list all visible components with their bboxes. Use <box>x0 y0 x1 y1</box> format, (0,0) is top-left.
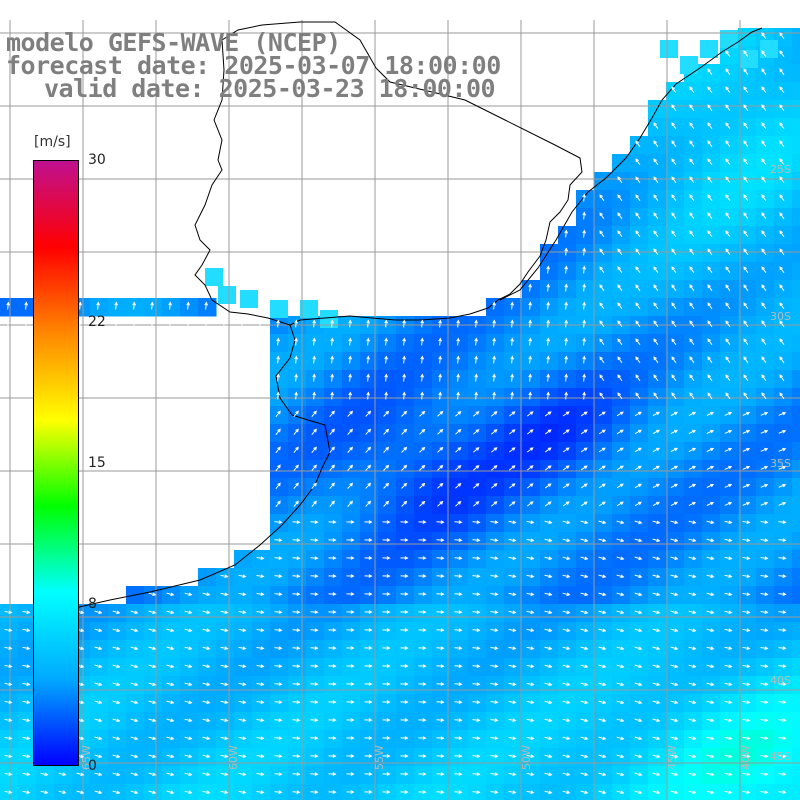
coastline <box>39 21 763 621</box>
colorbar-tick-label: 15 <box>88 455 106 471</box>
longitude-labels: 65W 60W 55W 50W 45W 40W <box>80 745 752 770</box>
colorbar-tick-label: 0 <box>88 758 97 774</box>
latitude-labels: 25S 30S 35S 40S 45S <box>770 163 791 763</box>
lat-lon-grid <box>0 20 800 800</box>
valid-date: valid date: 2025-03-23 18:00:00 <box>44 74 496 103</box>
longitude-label: 40W <box>739 745 752 770</box>
longitude-label: 45W <box>666 745 679 770</box>
colorbar-tick-label: 8 <box>88 596 97 613</box>
latitude-label: 30S <box>770 310 791 323</box>
longitude-label: 60W <box>227 745 240 770</box>
latitude-label: 45S <box>770 750 791 763</box>
colorbar-tick-label: 30 <box>88 152 106 168</box>
latitude-label: 25S <box>770 163 791 176</box>
latitude-label: 35S <box>770 457 791 470</box>
longitude-label: 55W <box>373 745 386 770</box>
forecast-date: forecast date: 2025-03-07 18:00:00 <box>6 51 501 80</box>
wind-arrows <box>4 32 787 795</box>
longitude-label: 50W <box>520 745 533 770</box>
nearshore-cells <box>205 30 778 328</box>
longitude-label: 65W <box>80 745 93 770</box>
model-title: modelo GEFS-WAVE (NCEP) <box>6 28 341 57</box>
wave-field-cells <box>0 28 800 800</box>
colorbar-tick-label: 22 <box>88 313 106 330</box>
latitude-label: 40S <box>770 674 791 687</box>
colorbar-unit: [m/s] <box>34 134 71 150</box>
colorbar <box>33 160 79 766</box>
